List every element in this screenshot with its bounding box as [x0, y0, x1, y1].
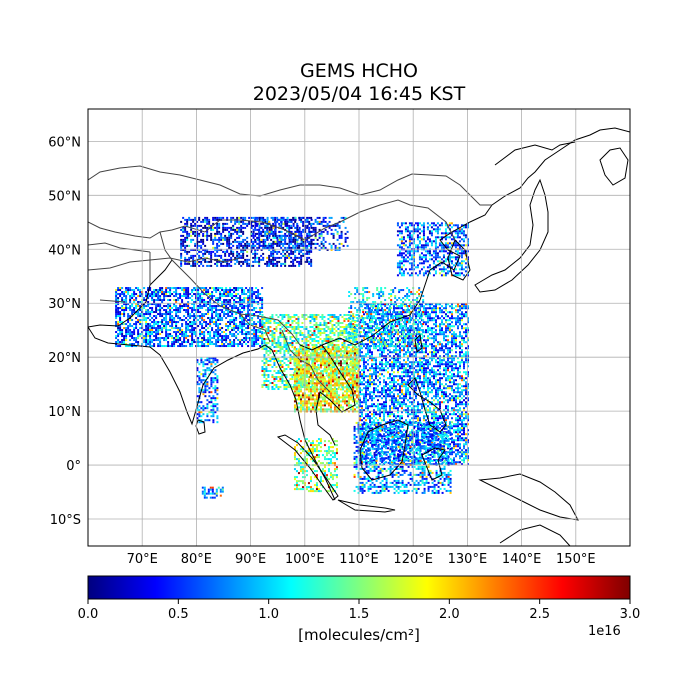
- colorbar-tick-label: 0.0: [78, 607, 99, 622]
- lon-tick-label: 70°E: [127, 552, 158, 567]
- lon-tick-label: 80°E: [181, 552, 212, 567]
- lon-tick-label: 130°E: [448, 552, 488, 567]
- lat-tick-label: 20°N: [48, 351, 81, 366]
- lat-tick-label: 10°N: [48, 405, 81, 420]
- map-title: GEMS HCHO: [299, 60, 419, 82]
- colorbar-tick-label: 2.0: [439, 607, 460, 622]
- colorbar-tick-label: 3.0: [620, 607, 641, 622]
- lon-tick-label: 100°E: [285, 552, 325, 567]
- longitude-tick-labels: 70°E 80°E 90°E 100°E 110°E 120°E 130°E 140°E 150…: [127, 552, 596, 567]
- colorbar-tick-label: 2.5: [529, 607, 550, 622]
- colorbar-unit-label: [molecules/cm²]: [298, 626, 420, 644]
- lat-tick-label: 30°N: [48, 297, 81, 312]
- colorbar-tick-label: 0.5: [168, 607, 189, 622]
- plot-frame: [87, 108, 631, 547]
- latitude-tick-labels: 60°N 50°N 40°N 30°N 20°N 10°N 0° 10°S: [48, 135, 81, 528]
- map-subtitle: 2023/05/04 16:45 KST: [252, 83, 466, 105]
- colorbar-tick-label: 1.5: [349, 607, 370, 622]
- lon-tick-label: 110°E: [339, 552, 379, 567]
- lon-tick-label: 90°E: [235, 552, 266, 567]
- lat-tick-label: 40°N: [48, 243, 81, 258]
- lat-tick-label: 60°N: [48, 135, 81, 150]
- hcho-data-layer: [115, 216, 469, 499]
- lat-tick-label: 10°S: [50, 513, 81, 528]
- colorbar: [87, 575, 631, 600]
- colorbar-tick-labels: 0.0 0.5 1.0 1.5 2.0 2.5 3.0: [78, 599, 641, 622]
- lon-tick-label: 150°E: [556, 552, 596, 567]
- lat-tick-label: 0°: [66, 459, 81, 474]
- colorbar-tick-label: 1.0: [258, 607, 279, 622]
- lon-tick-label: 140°E: [502, 552, 542, 567]
- grid-lines: [88, 109, 630, 546]
- coastline-layer: [88, 127, 630, 546]
- lon-tick-label: 120°E: [393, 552, 433, 567]
- colorbar-exponent-label: 1e16: [588, 624, 621, 639]
- lat-tick-label: 50°N: [48, 189, 81, 204]
